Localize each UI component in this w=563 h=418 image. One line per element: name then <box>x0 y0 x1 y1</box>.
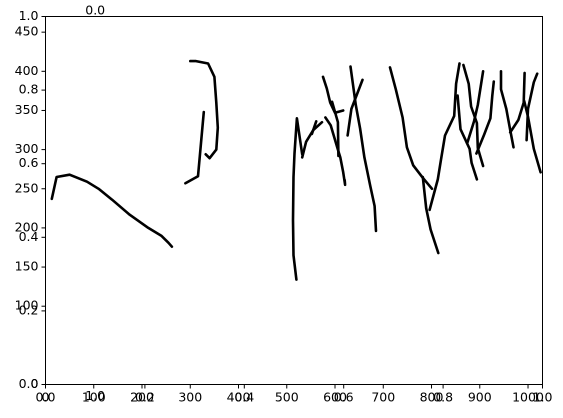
y-tick-label-400: 400 <box>15 63 39 78</box>
stroke-9 <box>346 78 364 137</box>
x-tick-label-800: 800 <box>420 390 444 405</box>
stroke-18 <box>508 71 526 134</box>
plot-frame <box>45 16 543 385</box>
y-tick-label-300: 300 <box>15 141 39 156</box>
overlay-y-tick-label-0: 0.0 <box>19 376 39 391</box>
stroke-14 <box>465 70 485 145</box>
overlay-x-tick-label-0: 0.0 <box>36 390 56 405</box>
y-tick-label-200: 200 <box>15 219 39 234</box>
stroke-10 <box>388 66 434 191</box>
stroke-4 <box>321 75 345 115</box>
stroke-21 <box>50 173 174 248</box>
y-tick-label-350: 350 <box>15 102 39 117</box>
stroke-16 <box>475 80 496 155</box>
overlay-y-tick-label-3: 0.6 <box>19 155 39 170</box>
stroke-20 <box>525 72 539 142</box>
stroke-19 <box>522 99 542 174</box>
stroke-3 <box>184 110 206 185</box>
stroke-7 <box>330 100 340 158</box>
y-tick-label-250: 250 <box>15 180 39 195</box>
x-tick-label-500: 500 <box>275 390 299 405</box>
x-tick-label-400: 400 <box>227 390 251 405</box>
x-tick-label-600: 600 <box>323 390 347 405</box>
y-tick-label-100: 100 <box>15 298 39 313</box>
overlay-x-tick-label-3: 0.6 <box>334 390 354 405</box>
data-axis-ticks: 0 100 200 300 400 500 600 700 800 900 1000 0 100 150 2… <box>15 24 544 405</box>
stroke-17 <box>499 70 515 149</box>
overlay-x-tick-label-2: 0.4 <box>234 390 254 405</box>
overlay-y-tick-label-4: 0.8 <box>19 82 39 97</box>
stroke-6 <box>310 120 318 136</box>
stroke-12 <box>428 62 461 212</box>
x-tick-label-1000: 1000 <box>512 390 544 405</box>
duplicate-label-0: 0.0 <box>85 3 105 18</box>
stroke-2 <box>189 59 220 160</box>
stroke-13 <box>456 94 479 181</box>
y-tick-label-0: 0 <box>31 376 39 391</box>
stroke-8 <box>349 65 378 233</box>
duplicate-tick-labels: 0.0 1.0 <box>85 3 105 404</box>
overlay-y-tick-label-5: 1.0 <box>19 8 39 23</box>
x-tick-label-900: 900 <box>468 390 492 405</box>
overlay-x-tick-label-4: 0.8 <box>433 390 453 405</box>
duplicate-label-1: 1.0 <box>85 388 105 403</box>
handwriting-strokes <box>50 59 542 281</box>
overlay-y-tick-label-2: 0.4 <box>19 229 39 244</box>
x-tick-label-300: 300 <box>178 390 202 405</box>
overlay-y-tick-label-1: 0.2 <box>19 302 39 317</box>
overlay-axis-ticks: 0.0 0.2 0.4 0.6 0.8 1.0 0.0 0.2 0.4 0.6 0.8 1.0 <box>19 8 553 405</box>
x-tick-label-700: 700 <box>371 390 395 405</box>
x-tick-label-200: 200 <box>130 390 154 405</box>
stroke-11 <box>421 175 440 255</box>
stroke-5 <box>324 116 347 187</box>
y-tick-label-450: 450 <box>15 24 39 39</box>
overlay-x-tick-label-5: 1.0 <box>533 390 553 405</box>
stroke-1 <box>291 117 304 281</box>
x-tick-label-0: 0 <box>42 390 50 405</box>
stroke-0 <box>300 120 324 159</box>
stroke-15 <box>462 63 485 168</box>
x-tick-label-100: 100 <box>82 390 106 405</box>
overlay-x-tick-label-1: 0.2 <box>135 390 155 405</box>
y-tick-label-150: 150 <box>15 259 39 274</box>
